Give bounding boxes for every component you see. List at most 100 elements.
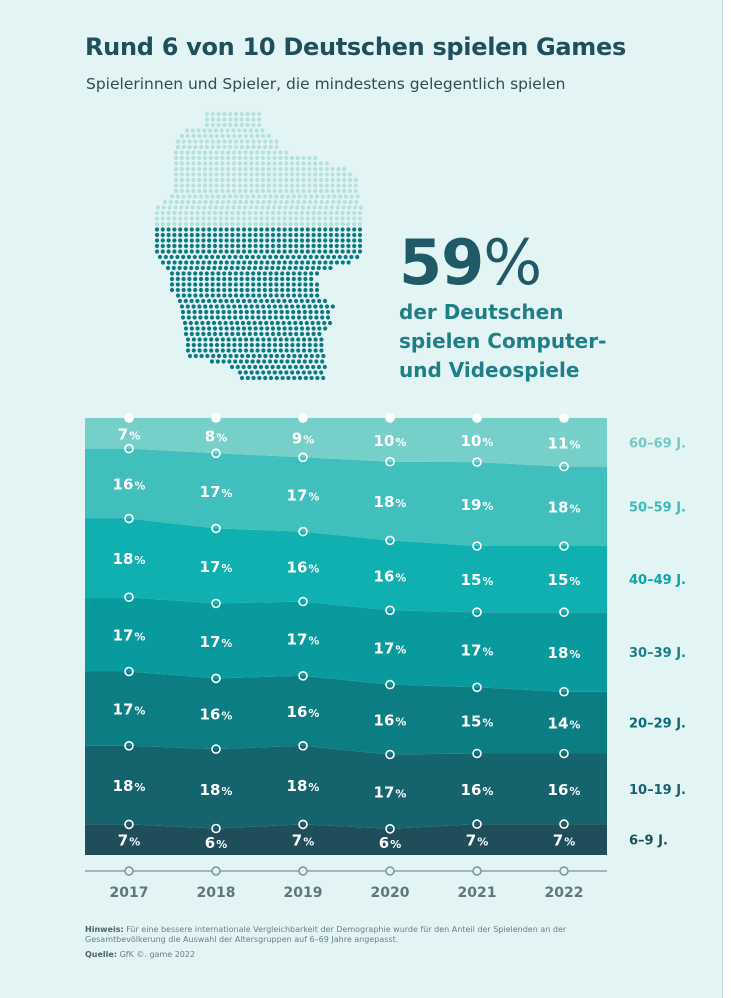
boundary-marker: [298, 819, 308, 830]
highlight-line-1: der Deutschen: [399, 300, 564, 324]
boundary-marker: [298, 740, 308, 751]
boundary-markers: [124, 413, 569, 834]
boundary-marker: [385, 823, 395, 834]
x-axis-marker: [472, 866, 482, 876]
boundary-marker: [472, 607, 482, 618]
boundary-marker: [385, 535, 395, 546]
boundary-marker: [472, 457, 482, 467]
data-label: 7%: [466, 832, 488, 850]
boundary-marker: [298, 526, 308, 537]
band-4: [85, 597, 607, 692]
data-label: 17%: [200, 633, 233, 651]
highlight-line-2: spielen Computer-: [399, 329, 607, 353]
data-label: 18%: [287, 777, 320, 795]
data-label: 17%: [113, 701, 146, 719]
data-label: 17%: [374, 784, 407, 802]
data-label: 10%: [374, 432, 407, 450]
boundary-marker: [211, 598, 221, 609]
page-subtitle: Spielerinnen und Spieler, die mindestens…: [86, 75, 566, 93]
boundary-marker: [559, 748, 569, 759]
boundary-marker: [124, 592, 134, 603]
data-label: 15%: [461, 571, 494, 589]
x-axis-marker: [559, 866, 569, 876]
x-axis-marker: [211, 866, 221, 876]
boundary-marker: [559, 461, 569, 472]
boundary-marker: [124, 666, 134, 677]
boundary-marker: [385, 679, 395, 690]
footnote: Hinweis: Für eine bessere internationale…: [85, 925, 615, 945]
x-tick-label: 2022: [545, 885, 584, 901]
data-label: 9%: [292, 430, 314, 448]
data-label: 19%: [461, 496, 494, 514]
highlight-number: 59: [399, 226, 484, 299]
data-label: 8%: [205, 428, 227, 446]
boundary-marker: [124, 413, 134, 423]
legend-label: 60–69 J.: [629, 436, 686, 451]
boundary-marker: [298, 413, 308, 423]
page-title: Rund 6 von 10 Deutschen spielen Games: [85, 33, 626, 61]
boundary-marker: [211, 744, 221, 754]
data-label: 6%: [205, 834, 227, 852]
band-7: [85, 418, 607, 467]
data-label: 18%: [113, 777, 146, 795]
data-label: 16%: [374, 712, 407, 730]
chart-bands: [85, 418, 607, 855]
data-label: 18%: [374, 493, 407, 511]
data-label: 7%: [118, 425, 140, 443]
x-axis-marker: [385, 866, 395, 876]
highlight-unit: %: [483, 226, 542, 299]
data-label: 15%: [461, 712, 494, 730]
boundary-marker: [385, 456, 395, 467]
data-label: 18%: [200, 781, 233, 799]
footnote-text: Für eine bessere internationale Vergleic…: [85, 925, 567, 944]
boundary-marker: [298, 452, 308, 463]
data-label: 17%: [200, 558, 233, 576]
band-1: [85, 824, 607, 855]
data-label: 16%: [287, 703, 320, 721]
data-label: 18%: [548, 644, 581, 662]
boundary-marker: [211, 413, 221, 423]
data-label: 7%: [553, 832, 575, 850]
legend-label: 40–49 J.: [629, 573, 686, 588]
x-axis-marker: [124, 866, 134, 876]
data-labels: 7% 6% 7% 6% 7% 7% 18% 18% 18% 17% 16% 16% 17% 16% 16% 1…: [113, 425, 581, 852]
boundary-marker: [385, 413, 395, 423]
boundary-marker: [472, 541, 482, 551]
boundary-marker: [472, 748, 482, 759]
data-label: 17%: [461, 642, 494, 660]
band-6: [85, 448, 607, 546]
boundary-marker: [472, 413, 482, 423]
boundary-marker: [211, 448, 221, 459]
boundary-marker: [472, 682, 482, 693]
legend-label: 50–59 J.: [629, 500, 686, 515]
x-tick-label: 2018: [197, 885, 236, 901]
data-label: 11%: [548, 434, 581, 452]
highlight-line-3: und Videospiele: [399, 358, 580, 382]
boundary-marker: [472, 819, 482, 829]
boundary-marker: [124, 443, 134, 454]
boundary-marker: [559, 413, 569, 423]
boundary-marker: [559, 819, 569, 829]
data-label: 7%: [292, 832, 314, 850]
data-label: 16%: [548, 781, 581, 799]
legend-label: 20–29 J.: [629, 717, 686, 732]
x-axis: 2017 2018 2019 2020 2021 2022: [85, 866, 607, 901]
boundary-marker: [298, 670, 308, 681]
boundary-marker: [124, 513, 134, 524]
data-label: 17%: [113, 626, 146, 644]
chart-legend: 6–9 J. 10–19 J. 20–29 J. 30–39 J. 40–49 J. 50…: [629, 436, 686, 848]
boundary-marker: [385, 749, 395, 760]
footnote-label: Hinweis:: [85, 925, 124, 934]
boundary-marker: [559, 686, 569, 697]
data-label: 16%: [287, 559, 320, 577]
data-label: 17%: [200, 483, 233, 501]
source-note: Quelle: GfK ©. game 2022: [85, 950, 195, 959]
data-label: 17%: [287, 487, 320, 505]
data-label: 16%: [200, 706, 233, 724]
data-label: 16%: [113, 476, 146, 494]
source-label: Quelle:: [85, 950, 118, 959]
band-5: [85, 518, 607, 613]
data-label: 17%: [287, 631, 320, 649]
